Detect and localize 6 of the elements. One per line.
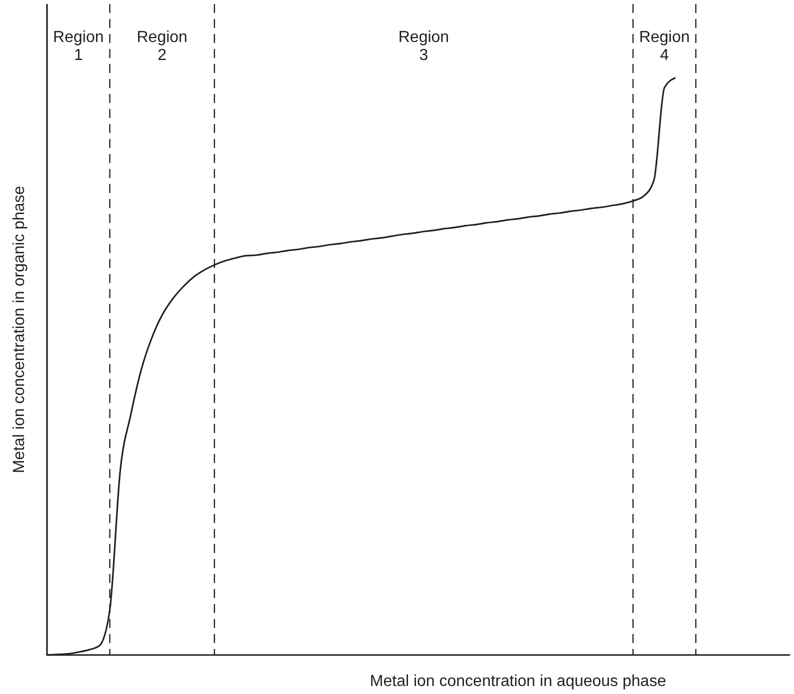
text: Region 3 xyxy=(398,29,450,64)
y-axis-title: Metal ion concentration in organic phase xyxy=(11,186,28,474)
text: Region 1 xyxy=(53,29,104,64)
text: Region 4 xyxy=(639,29,690,64)
text: Region 2 xyxy=(136,29,188,64)
x-axis-title: Metal ion concentration in aqueous phase xyxy=(370,673,666,690)
